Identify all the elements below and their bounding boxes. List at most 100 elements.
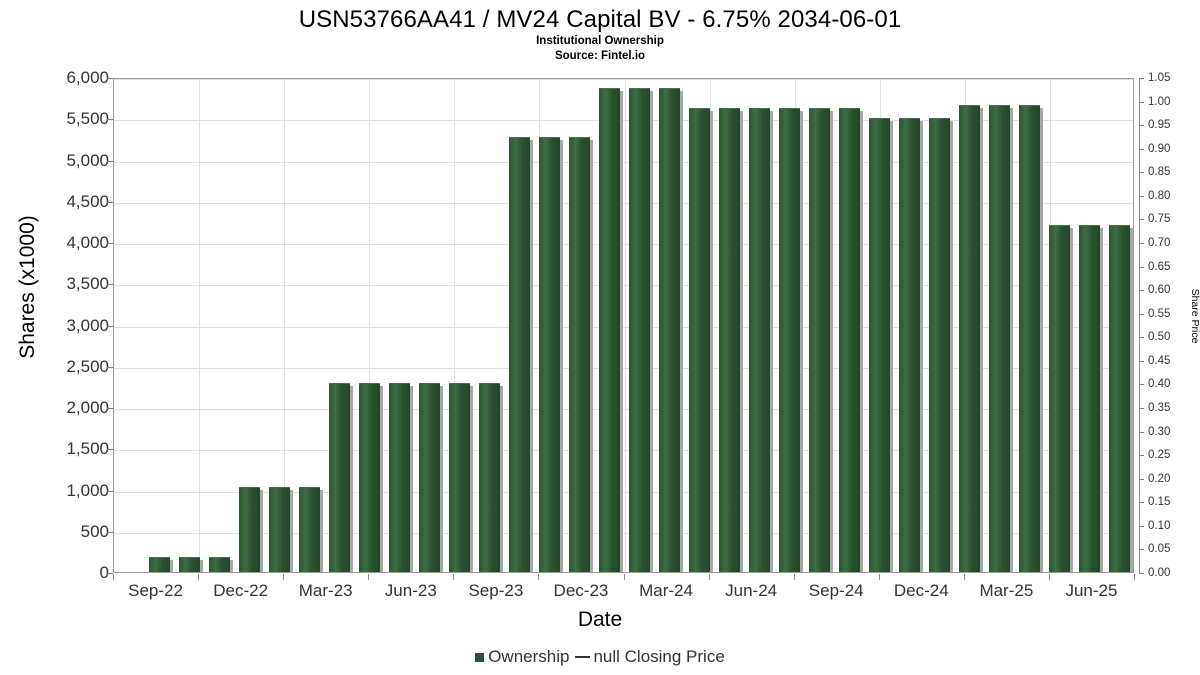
y-tick-label-right: 0.15 [1148,496,1171,509]
bar-slot [238,79,260,572]
bar-shadow [197,559,203,572]
legend-item-closing-price[interactable]: null Closing Price [569,647,725,667]
gridline-horizontal [114,161,1133,163]
bar[interactable] [719,108,741,572]
y-tick-label-left: 5,500 [66,109,109,129]
bar[interactable] [328,383,350,572]
bar[interactable] [538,137,560,572]
x-tick-label: Sep-22 [128,581,183,600]
bar-slot [959,79,981,572]
y-tick-mark-left [107,78,113,79]
y-tick-label-right: 1.05 [1148,72,1171,84]
y-tick-label-right: 0.00 [1148,567,1171,579]
bar[interactable] [598,88,620,572]
bar[interactable] [989,104,1011,572]
bar-slot [508,79,530,572]
bar-shadow [257,489,263,572]
bar-shadow [347,386,353,572]
y-tick-mark-left [107,160,113,162]
bar[interactable] [1109,224,1131,572]
y-tick-label-left: 4,000 [66,233,109,252]
x-tick-label: Mar-24 [639,581,693,600]
x-tick-label: Dec-24 [893,581,949,600]
y-tick-mark-left [107,573,113,574]
bar[interactable] [1049,224,1071,572]
bar-slot [1019,79,1041,572]
bar-shadow [918,121,924,572]
y-tick-label-right: 0.10 [1148,519,1171,532]
bar[interactable] [1019,104,1041,572]
bar[interactable] [178,556,200,572]
bar[interactable] [629,88,651,572]
bar-shadow [1008,107,1014,572]
bar-shadow [738,111,744,572]
gridline-horizontal [114,244,1133,245]
bar[interactable] [809,108,831,572]
bar[interactable] [448,383,470,572]
y-tick-mark-left [107,490,113,492]
bar[interactable] [839,108,861,572]
bar[interactable] [959,104,981,572]
gridline-vertical [624,79,626,572]
bar-shadow [497,386,503,572]
gridline-horizontal [114,285,1133,287]
bar[interactable] [268,486,290,572]
bar-shadow [1038,107,1044,572]
bar-slot [869,79,891,572]
gridline-vertical [369,79,371,572]
x-tick-label: Dec-22 [213,581,269,600]
bar[interactable] [238,486,260,572]
y-tick-label-left: 500 [80,521,109,541]
y-tick-mark-right [1139,195,1144,197]
bar-slot [749,79,771,572]
y-tick-label-right: 0.75 [1148,213,1171,226]
gridline-horizontal [114,367,1133,369]
bar[interactable] [899,118,921,572]
legend-item-ownership[interactable]: Ownership [475,647,569,667]
bar[interactable] [568,137,590,572]
bar[interactable] [869,118,891,572]
bar-shadow [678,91,684,572]
y-tick-label-left: 4,500 [66,191,109,211]
y-tick-mark-right [1139,455,1144,457]
bar-shadow [1128,227,1133,572]
bar[interactable] [1079,224,1101,572]
bar[interactable] [929,118,951,572]
chart-source: Source: Fintel.io [554,50,646,62]
bar-slot [268,79,290,572]
y-tick-mark-left [107,531,113,533]
bar[interactable] [749,108,771,572]
chart-title: USN53766AA41 / MV24 Capital BV - 6.75% 2… [298,6,902,33]
y-tick-label-left: 0 [99,563,109,582]
y-tick-mark-right [1139,525,1144,527]
bar[interactable] [508,137,530,572]
gridline-horizontal [114,532,1133,534]
x-tick-mark [453,574,455,580]
chart-legend: Ownership null Closing Price [0,647,1200,667]
bar-slot [478,79,500,572]
bar[interactable] [388,383,410,572]
bar[interactable] [298,486,320,572]
bar-series-ownership [114,79,1133,572]
y-tick-mark-right [1139,502,1144,504]
y-tick-label-left: 2,000 [66,398,109,417]
y-tick-mark-left [107,119,113,121]
bar[interactable] [358,383,380,572]
bar-slot [448,79,470,572]
bar[interactable] [659,88,681,572]
y-tick-label-right: 0.80 [1148,189,1171,202]
bar[interactable] [779,108,801,572]
y-tick-mark-right [1139,431,1144,433]
bar-shadow [648,91,654,572]
y-tick-mark-right [1139,219,1144,221]
y-tick-mark-right [1139,573,1144,574]
bar[interactable] [418,383,440,572]
bar[interactable] [208,556,230,572]
bar[interactable] [478,383,500,572]
bar[interactable] [689,108,711,572]
x-tick-mark [963,574,965,580]
y-tick-label-right: 0.50 [1148,331,1171,344]
x-tick-label: Sep-24 [808,581,864,600]
bar[interactable] [148,556,170,572]
